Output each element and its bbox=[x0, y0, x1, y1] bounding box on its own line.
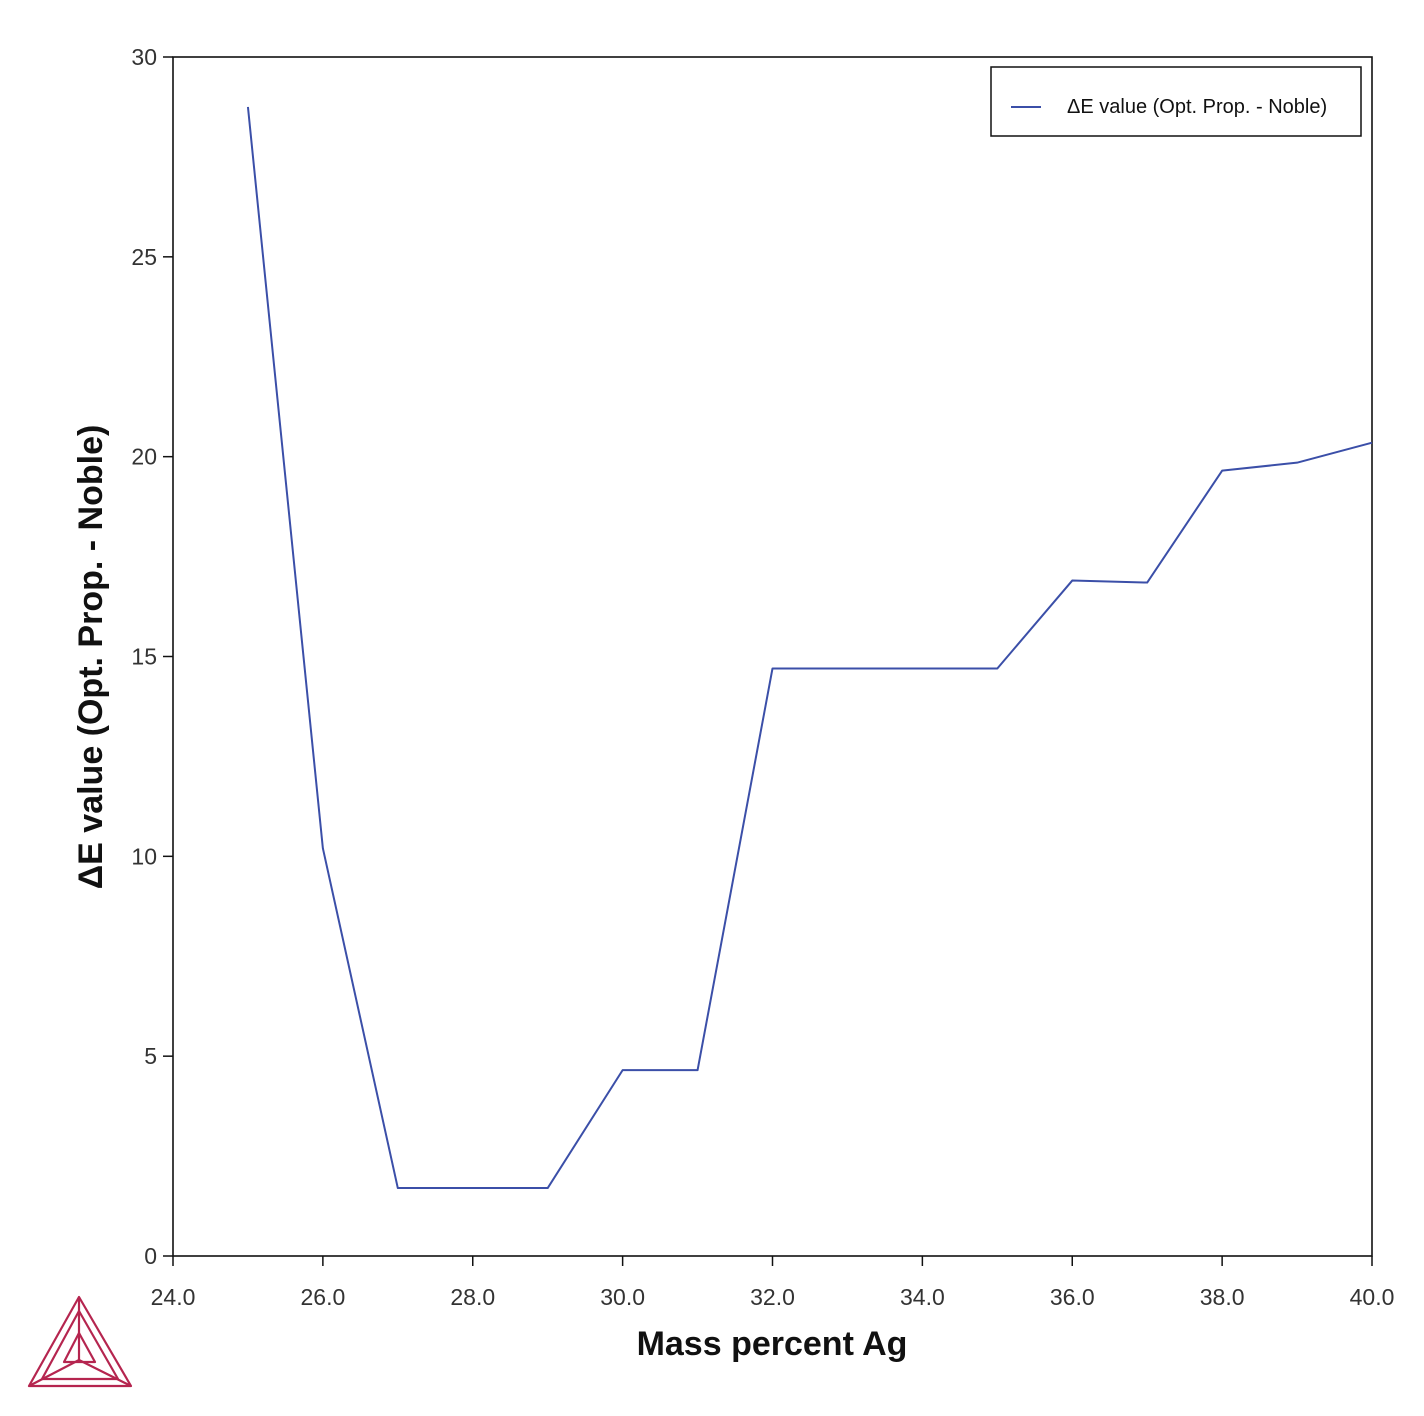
legend-box bbox=[990, 66, 1362, 137]
x-axis-ticks: 24.0 26.0 28.0 30.0 32.0 34.0 36.0 38.0 40.0 bbox=[151, 1256, 1395, 1310]
y-axis-ticks: 0 5 10 15 20 25 30 bbox=[131, 44, 173, 1269]
x-tick-label: 28.0 bbox=[450, 1284, 495, 1310]
x-axis-title: Mass percent Ag bbox=[637, 1325, 908, 1363]
series-layer bbox=[246, 106, 1373, 1190]
x-tick-label: 38.0 bbox=[1200, 1284, 1245, 1310]
y-tick-label: 5 bbox=[144, 1043, 157, 1069]
y-tick-label: 25 bbox=[131, 244, 157, 270]
y-tick-label: 0 bbox=[144, 1243, 157, 1269]
y-tick-label: 15 bbox=[131, 644, 157, 670]
x-tick-label: 24.0 bbox=[151, 1284, 196, 1310]
x-tick-label: 30.0 bbox=[600, 1284, 645, 1310]
y-tick-label: 30 bbox=[131, 44, 157, 70]
x-tick-label: 40.0 bbox=[1350, 1284, 1395, 1310]
legend-entry-label: ΔE value (Opt. Prop. - Noble) bbox=[1067, 96, 1327, 118]
y-tick-label: 10 bbox=[131, 843, 157, 869]
x-tick-label: 32.0 bbox=[750, 1284, 795, 1310]
x-tick-label: 34.0 bbox=[900, 1284, 945, 1310]
y-axis-title: ΔE value (Opt. Prop. - Noble) bbox=[72, 425, 110, 890]
legend: ΔE value (Opt. Prop. - Noble) bbox=[990, 66, 1362, 137]
series-line bbox=[246, 106, 1373, 1190]
x-tick-label: 26.0 bbox=[300, 1284, 345, 1310]
thermo-calc-logo bbox=[27, 1295, 133, 1388]
y-tick-label: 20 bbox=[131, 444, 157, 470]
x-tick-label: 36.0 bbox=[1050, 1284, 1095, 1310]
